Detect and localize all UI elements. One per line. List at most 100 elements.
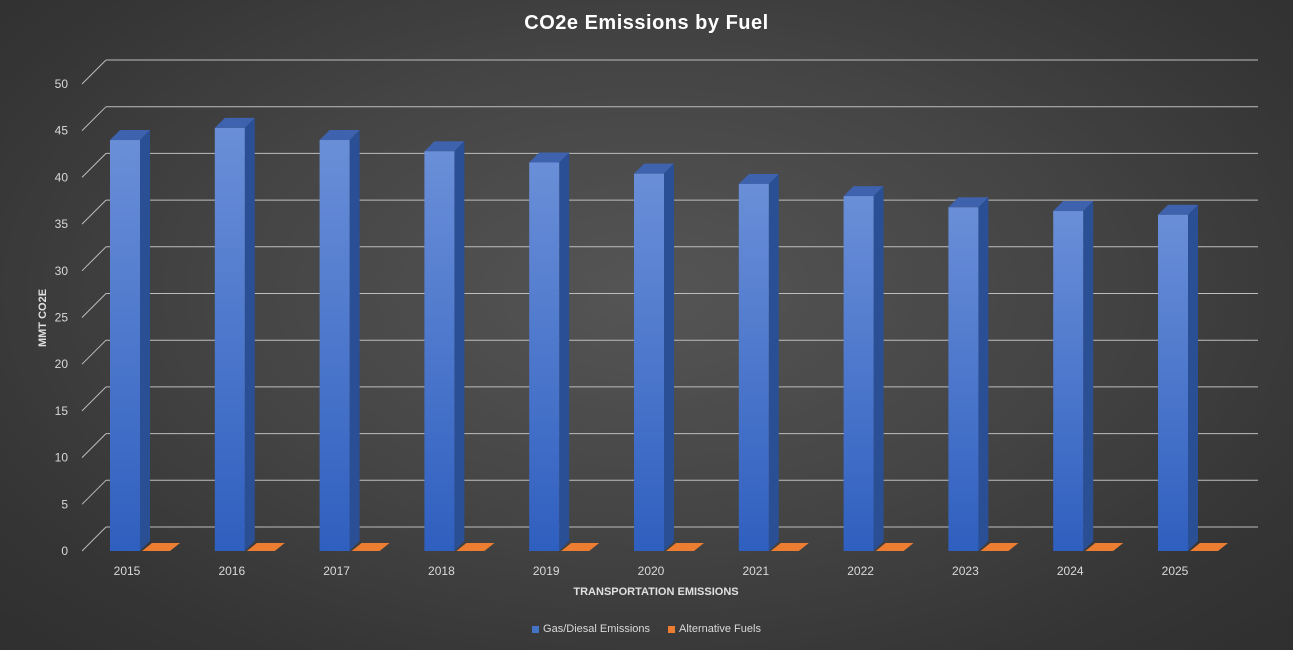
x-tick-label: 2024 bbox=[1057, 564, 1084, 578]
bar-top bbox=[110, 130, 150, 141]
legend-item-gas-diesel[interactable]: Gas/Diesal Emissions bbox=[532, 623, 650, 635]
bar-side bbox=[454, 141, 465, 552]
bar-top bbox=[738, 173, 779, 184]
bar-group bbox=[319, 130, 390, 552]
legend-item-alternative-fuels[interactable]: Alternative Fuels bbox=[668, 623, 761, 635]
x-tick-label: 2025 bbox=[1162, 564, 1189, 578]
y-tick-label: 10 bbox=[55, 451, 69, 465]
bar-side bbox=[768, 173, 779, 552]
bar-alternative-fuels[interactable] bbox=[142, 543, 180, 551]
x-tick-label: 2023 bbox=[952, 564, 979, 578]
bar-top bbox=[424, 141, 465, 152]
bar-side bbox=[1188, 204, 1198, 551]
x-tick-label: 2018 bbox=[428, 564, 455, 578]
bar-alternative-fuels[interactable] bbox=[980, 543, 1019, 551]
x-tick-label: 2020 bbox=[638, 564, 665, 578]
bar[interactable] bbox=[529, 162, 560, 551]
bar-group bbox=[529, 152, 600, 551]
bar-group bbox=[214, 117, 285, 551]
bar-alternative-fuels[interactable] bbox=[875, 543, 914, 551]
bar-side bbox=[978, 197, 989, 551]
gridline-diagonal bbox=[81, 339, 107, 365]
bar[interactable] bbox=[214, 127, 245, 551]
legend-label-alternative-fuels: Alternative Fuels bbox=[679, 623, 761, 635]
bar-top bbox=[1158, 204, 1198, 215]
y-tick-label: 15 bbox=[55, 404, 69, 418]
gridline-diagonal bbox=[81, 479, 107, 505]
gridline-diagonal bbox=[81, 106, 107, 132]
bar-side bbox=[140, 130, 150, 552]
gridline-diagonal bbox=[81, 293, 107, 318]
bar-side bbox=[1083, 201, 1094, 552]
bar-group bbox=[738, 173, 809, 552]
legend-swatch-alternative-fuels bbox=[668, 625, 676, 633]
x-axis-title: TRANSPORTATION EMISSIONS bbox=[573, 586, 738, 598]
chart-title: CO2e Emissions by Fuel bbox=[524, 12, 769, 34]
gridline-diagonal bbox=[81, 526, 107, 552]
bar-group bbox=[424, 141, 495, 552]
bar[interactable] bbox=[424, 151, 455, 552]
gridline-diagonal bbox=[81, 386, 107, 412]
gridline-diagonal bbox=[81, 199, 107, 225]
y-tick-label: 40 bbox=[55, 170, 69, 184]
bar-alternative-fuels[interactable] bbox=[246, 543, 285, 551]
bar-alternative-fuels[interactable] bbox=[1085, 543, 1124, 551]
x-tick-label: 2017 bbox=[323, 564, 350, 578]
gridline-diagonal bbox=[81, 433, 107, 458]
y-axis-title: MMT CO2E bbox=[37, 289, 49, 347]
bar-group bbox=[634, 163, 704, 551]
bar-side bbox=[664, 163, 674, 551]
bar[interactable] bbox=[1158, 214, 1188, 551]
y-tick-label: 5 bbox=[61, 497, 68, 511]
bar-side bbox=[559, 152, 570, 551]
legend-swatch-gas-diesel bbox=[532, 625, 540, 633]
bar-alternative-fuels[interactable] bbox=[456, 543, 495, 551]
legend: Gas/Diesal Emissions Alternative Fuels bbox=[0, 623, 1293, 635]
x-tick-label: 2021 bbox=[742, 564, 769, 578]
bar-group bbox=[843, 186, 914, 551]
bar-top bbox=[634, 163, 674, 174]
x-tick-label: 2019 bbox=[533, 564, 560, 578]
bar-alternative-fuels[interactable] bbox=[351, 543, 390, 551]
bar-alternative-fuels[interactable] bbox=[1190, 543, 1228, 551]
bar[interactable] bbox=[319, 140, 350, 552]
bar-group bbox=[1158, 204, 1228, 551]
x-tick-label: 2022 bbox=[847, 564, 874, 578]
x-axis-ticks: 2015 2016 2017 2018 2019 2020 2021 2022 2023 2024… bbox=[114, 564, 1189, 578]
gridline-diagonal bbox=[81, 59, 107, 85]
x-tick-label: 2015 bbox=[114, 564, 141, 578]
x-tick-label: 2016 bbox=[218, 564, 245, 578]
y-tick-label: 0 bbox=[61, 544, 68, 558]
y-tick-label: 20 bbox=[55, 357, 69, 371]
bar-group bbox=[110, 130, 180, 552]
bar-top bbox=[843, 186, 884, 197]
bar[interactable] bbox=[1053, 211, 1084, 552]
bar-alternative-fuels[interactable] bbox=[770, 543, 809, 551]
bar[interactable] bbox=[948, 207, 979, 551]
bars bbox=[110, 117, 1228, 552]
bar-top bbox=[529, 152, 570, 163]
bar-alternative-fuels[interactable] bbox=[561, 543, 600, 551]
bar[interactable] bbox=[634, 173, 664, 551]
gridline-diagonal bbox=[81, 246, 107, 272]
legend-label-gas-diesel: Gas/Diesal Emissions bbox=[543, 623, 651, 635]
bar[interactable] bbox=[843, 196, 874, 551]
bar[interactable] bbox=[738, 183, 769, 552]
bar-top bbox=[948, 197, 989, 208]
bar-group bbox=[948, 197, 1019, 551]
y-tick-label: 50 bbox=[55, 77, 69, 91]
y-axis-ticks: 0 5 10 15 20 25 30 35 40 45 50 bbox=[55, 77, 69, 558]
bar-top bbox=[319, 130, 360, 141]
bar-top bbox=[1053, 201, 1094, 212]
y-tick-label: 30 bbox=[55, 264, 69, 278]
y-tick-label: 25 bbox=[55, 311, 69, 325]
gridline-diagonal bbox=[81, 153, 107, 178]
bar-side bbox=[244, 117, 255, 551]
bar-side bbox=[349, 130, 360, 552]
bar[interactable] bbox=[110, 140, 140, 552]
y-tick-label: 35 bbox=[55, 217, 69, 231]
bar-alternative-fuels[interactable] bbox=[666, 543, 704, 551]
bar-group bbox=[1053, 201, 1124, 552]
